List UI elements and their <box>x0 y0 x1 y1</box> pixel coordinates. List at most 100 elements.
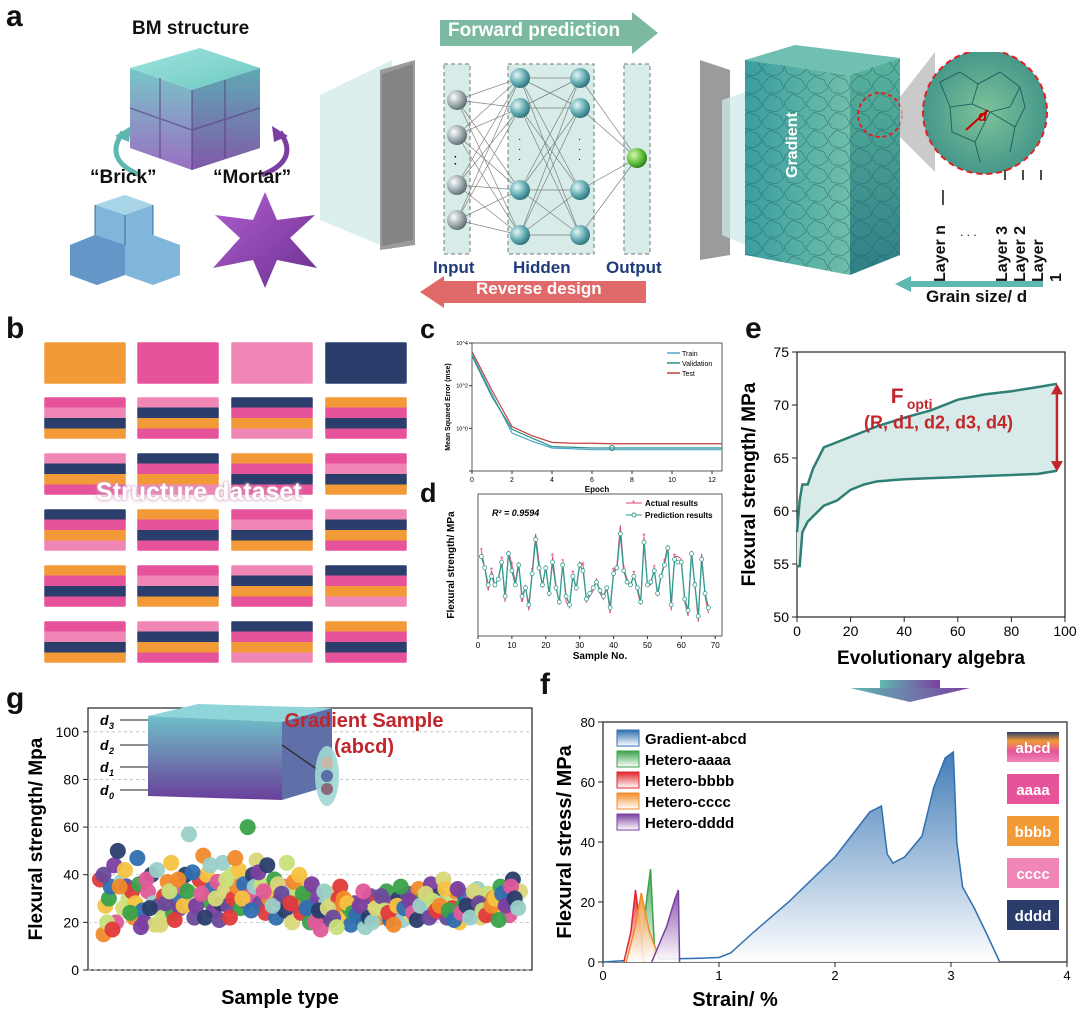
chart-e-xtick-label: 60 <box>950 623 966 639</box>
reverse-design-label: Reverse design <box>476 279 602 298</box>
chart-f-ytick-label: 80 <box>581 715 595 730</box>
chart-f-legend-swatch <box>616 771 640 789</box>
chart-d-prediction-point <box>543 565 549 571</box>
chart-g-point <box>282 895 299 912</box>
chart-g-point <box>291 866 308 883</box>
chart-f-area <box>603 752 1000 962</box>
chart-c-svg: 0 2 4 6 8 10 12 10^0 10^2 10^4 Epoch Mean Squared E… <box>445 341 723 494</box>
chart-d-prediction-point <box>699 556 705 562</box>
chart-d-prediction-point <box>682 596 688 602</box>
chart-d-prediction-point <box>600 593 606 599</box>
chart-g-point <box>148 861 165 878</box>
chart-d-xtick-label: 30 <box>575 641 584 650</box>
svg-text:·: · <box>518 154 521 165</box>
chart-g-ylabel: Flexural strength/ Mpa <box>26 737 47 940</box>
chart-g-point <box>490 911 507 928</box>
chart-g-inset-top <box>148 704 332 722</box>
structure-tile <box>231 453 313 495</box>
chart-e-ytick-label: 60 <box>773 503 789 519</box>
chart-g-inset-title: Gradient Sample <box>285 710 444 732</box>
chart-d-prediction-point <box>546 591 552 596</box>
structure-tile <box>137 621 219 663</box>
chart-g-point <box>161 883 178 900</box>
chart-g-point <box>351 897 368 914</box>
chart-c-ytick-label: 10^2 <box>456 384 468 390</box>
chart-d-prediction-point <box>628 582 633 588</box>
chart-f-legend-swatch <box>616 729 640 747</box>
chart-d-prediction-point <box>529 571 535 576</box>
chart-f-legend-swatch <box>616 792 640 810</box>
chart-d-prediction-point <box>648 579 654 585</box>
chart-g-point <box>373 888 390 905</box>
svg-text:·: · <box>518 134 521 145</box>
chart-e-svg: 0 20 40 60 80 100 50 55 60 65 70 75 Evolutionary alg… <box>739 344 1077 669</box>
chart-g-point <box>152 916 169 933</box>
chart-d-prediction-point <box>624 579 630 585</box>
chart-f-xtick-label: 1 <box>715 968 722 983</box>
chart-g-point <box>239 819 256 836</box>
chart-g-ytick-label: 60 <box>63 819 79 835</box>
chart-d-prediction-point <box>668 602 674 608</box>
input-label: Input <box>433 258 475 277</box>
chart-g-ytick-label: 20 <box>63 914 79 930</box>
structure-tile <box>44 397 126 439</box>
chart-d-prediction-point <box>560 562 566 568</box>
chart-d-actual-point: * <box>490 566 494 576</box>
chart-g-inset-label: d <box>100 782 109 798</box>
chart-d-xtick-label: 50 <box>643 641 652 650</box>
chart-d-actual-point: * <box>500 554 504 564</box>
structure-tile <box>231 342 313 384</box>
chart-d-prediction-point <box>495 576 501 582</box>
chart-d-actual-point: * <box>642 532 646 542</box>
chart-c-legend-label: Test <box>682 371 695 378</box>
chart-c-xlabel: Epoch <box>585 485 610 494</box>
grain-size-label: Grain size/ d <box>926 287 1028 306</box>
chart-e-annotation-sub: opti <box>907 396 933 412</box>
chart-d-prediction-point <box>689 551 694 557</box>
chart-d-actual-point: * <box>673 551 677 561</box>
structure-tile <box>231 509 313 551</box>
zoom-cone <box>900 52 1048 175</box>
chart-g-point <box>264 897 281 914</box>
chart-d-prediction-point <box>492 582 498 588</box>
structure-tile <box>325 453 407 495</box>
chart-d-xtick-label: 60 <box>677 641 686 650</box>
chart-f-side-tile-label: cccc <box>1016 866 1049 883</box>
structure-tile <box>44 621 126 663</box>
chart-e-annotation-params: (R, d1, d2, d3, d4) <box>864 412 1013 432</box>
chart-g-point <box>465 883 482 900</box>
chart-c-series-line <box>471 351 722 445</box>
structure-tile <box>231 397 313 439</box>
chart-g-point <box>163 854 180 871</box>
chart-g-point <box>316 883 333 900</box>
chart-c-frame <box>471 342 723 472</box>
chart-d-prediction-point <box>621 568 627 574</box>
chart-d-actual-point: * <box>551 551 555 561</box>
chart-g-xlabel: Sample type <box>221 987 339 1009</box>
chart-d-prediction-point <box>553 585 559 591</box>
chart-d-r2: R² = 0.9594 <box>492 508 539 518</box>
svg-text:·: · <box>454 159 457 170</box>
chart-d-actual-point: * <box>530 566 534 576</box>
chart-d-prediction-point <box>478 554 484 559</box>
forward-prediction-label: Forward prediction <box>448 20 621 41</box>
panel-label-g: g <box>6 682 25 715</box>
chart-d-xtick-label: 70 <box>711 641 720 650</box>
chart-d-prediction-point <box>536 565 542 571</box>
panel-label-c: c <box>420 314 436 344</box>
chart-f-legend-swatch <box>616 813 640 831</box>
chart-d-prediction-point <box>692 582 698 588</box>
chart-g-inset-label-sub: 2 <box>108 746 114 756</box>
chart-g-inset-label-sub: 1 <box>109 768 114 778</box>
chart-d-prediction-point <box>567 602 572 608</box>
chart-d-prediction-point <box>661 562 667 568</box>
chart-d-actual-point: * <box>632 569 636 579</box>
chart-g-point <box>197 909 213 926</box>
chart-d-actual-line <box>480 525 709 622</box>
chart-g-point <box>207 890 224 907</box>
chart-d-prediction-point <box>587 591 593 596</box>
chart-g-point <box>412 897 429 914</box>
chart-d-legend-pred: Prediction results <box>645 511 713 520</box>
chart-e-ytick-label: 55 <box>773 556 789 572</box>
chart-d-prediction-point <box>706 605 711 610</box>
